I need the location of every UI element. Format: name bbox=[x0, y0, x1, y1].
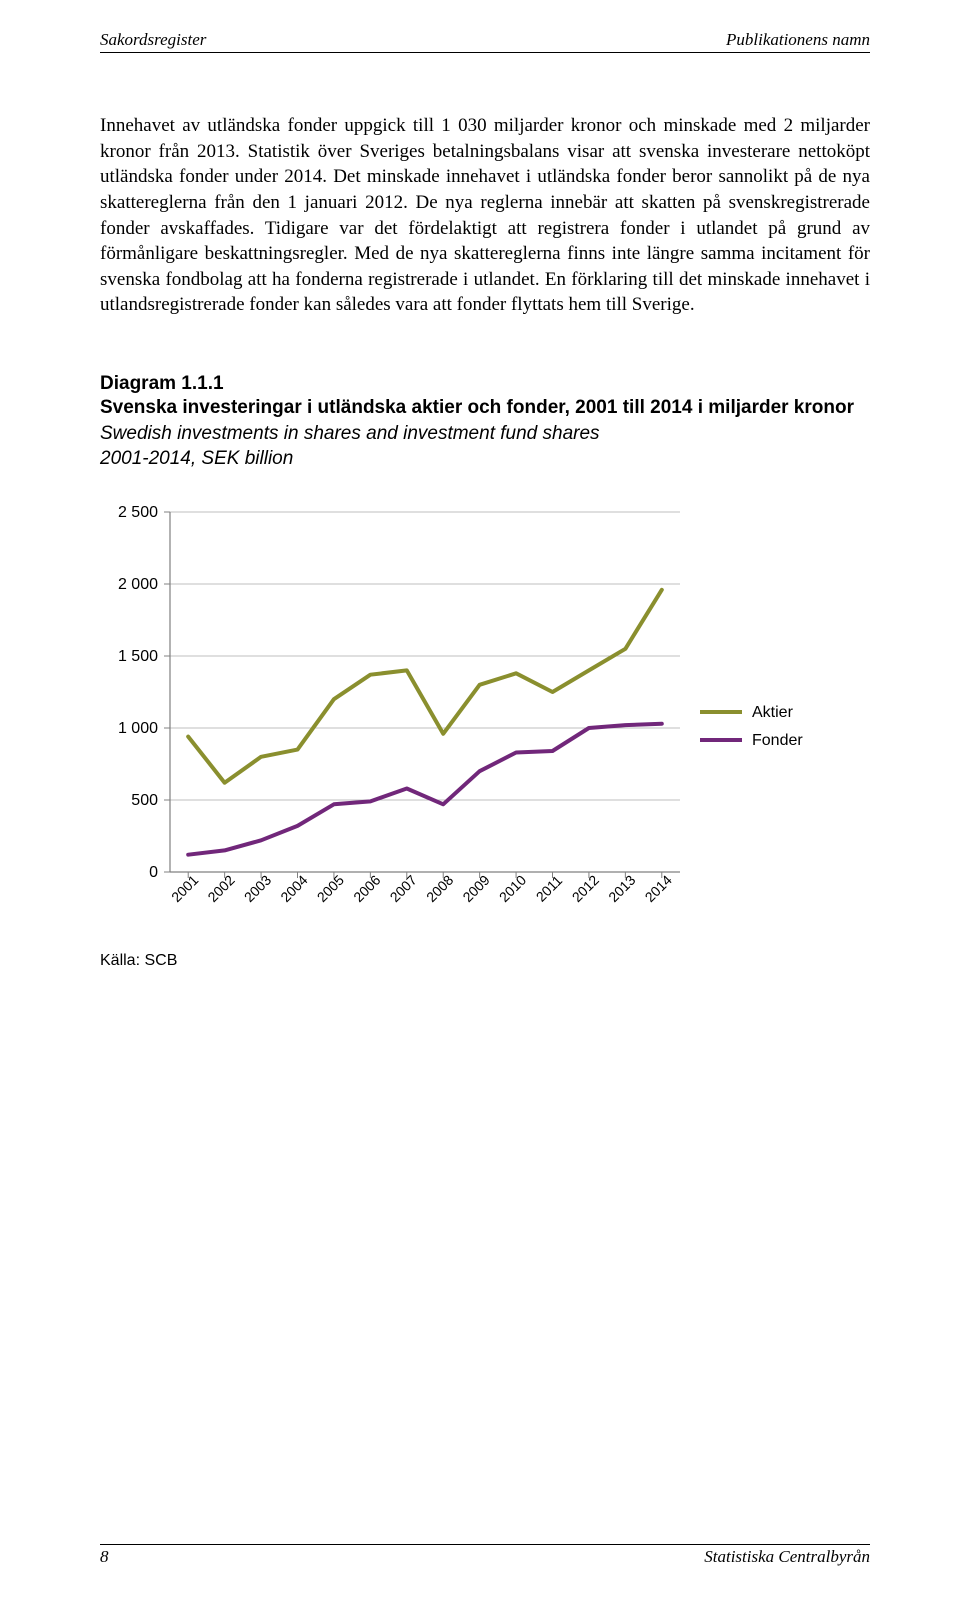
header-rule bbox=[100, 52, 870, 53]
chart-svg: 0 500 1 000 1 500 2 000 2 500 2001200220032004… bbox=[100, 502, 870, 922]
svg-text:2002: 2002 bbox=[204, 872, 237, 905]
svg-text:0: 0 bbox=[149, 864, 158, 881]
header-left: Sakordsregister bbox=[100, 30, 206, 50]
svg-text:2014: 2014 bbox=[642, 872, 675, 905]
page: Sakordsregister Publikationens namn Inne… bbox=[0, 0, 960, 1597]
svg-text:2009: 2009 bbox=[459, 872, 492, 905]
svg-text:2003: 2003 bbox=[241, 872, 274, 905]
svg-text:2 000: 2 000 bbox=[118, 576, 158, 593]
svg-text:2 500: 2 500 bbox=[118, 504, 158, 521]
page-number: 8 bbox=[100, 1547, 109, 1567]
body-paragraph: Innehavet av utländska fonder uppgick ti… bbox=[100, 113, 870, 318]
svg-text:1 000: 1 000 bbox=[118, 720, 158, 737]
chart-source: Källa: SCB bbox=[100, 952, 870, 970]
svg-text:2013: 2013 bbox=[605, 872, 638, 905]
svg-text:2008: 2008 bbox=[423, 872, 456, 905]
diagram-label: Diagram 1.1.1 bbox=[100, 373, 870, 395]
footer-rule bbox=[100, 1544, 870, 1545]
svg-text:2010: 2010 bbox=[496, 872, 529, 905]
publisher: Statistiska Centralbyrån bbox=[704, 1547, 870, 1567]
line-chart: 0 500 1 000 1 500 2 000 2 500 2001200220032004… bbox=[100, 502, 870, 927]
svg-text:2007: 2007 bbox=[387, 872, 420, 905]
svg-text:1 500: 1 500 bbox=[118, 648, 158, 665]
diagram-heading-block: Diagram 1.1.1 Svenska investeringar i ut… bbox=[100, 373, 870, 472]
diagram-subtitle-1: Swedish investments in shares and invest… bbox=[100, 421, 870, 447]
svg-text:Fonder: Fonder bbox=[752, 732, 803, 749]
svg-text:Aktier: Aktier bbox=[752, 704, 794, 721]
svg-text:2006: 2006 bbox=[350, 872, 383, 905]
footer: 8 Statistiska Centralbyrån bbox=[100, 1544, 870, 1567]
diagram-subtitle-2: 2001-2014, SEK billion bbox=[100, 446, 870, 472]
svg-text:2012: 2012 bbox=[569, 872, 602, 905]
svg-text:2004: 2004 bbox=[277, 872, 310, 905]
diagram-title: Svenska investeringar i utländska aktier… bbox=[100, 395, 870, 421]
svg-text:2011: 2011 bbox=[533, 872, 566, 905]
svg-text:500: 500 bbox=[131, 792, 158, 809]
svg-text:2001: 2001 bbox=[168, 872, 201, 905]
running-header: Sakordsregister Publikationens namn bbox=[100, 30, 870, 50]
header-right: Publikationens namn bbox=[726, 30, 870, 50]
svg-text:2005: 2005 bbox=[314, 872, 347, 905]
